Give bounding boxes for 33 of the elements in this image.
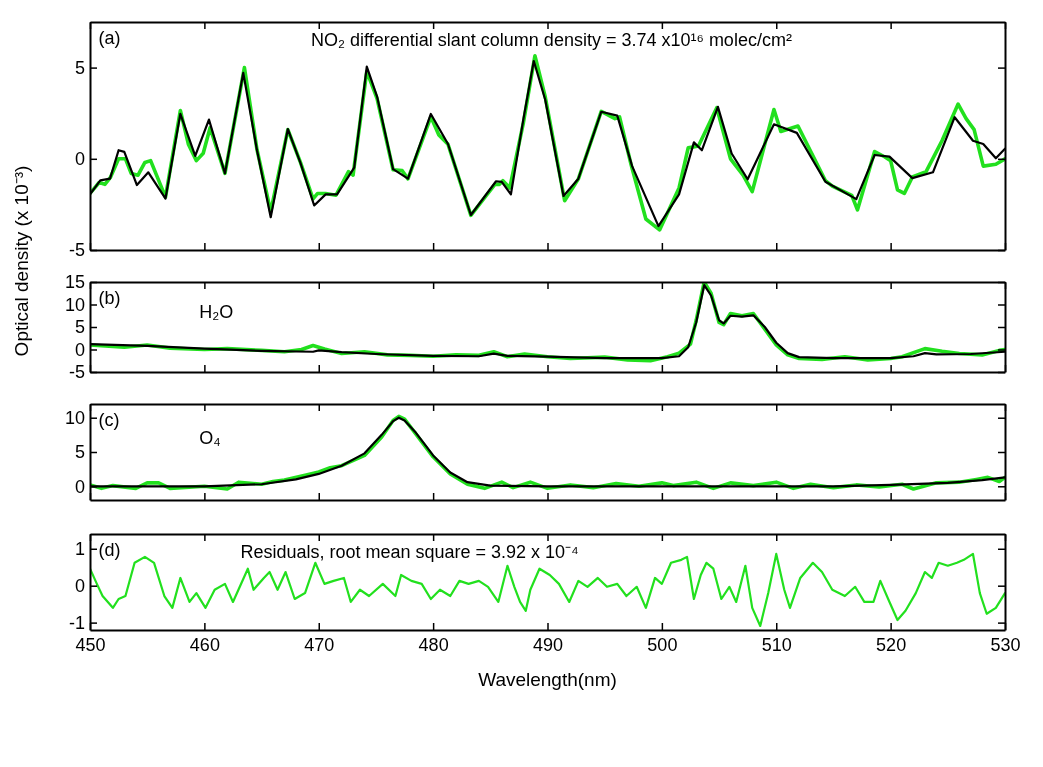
y-tick-label: 1 <box>74 539 85 560</box>
y-tick-label: -5 <box>68 240 85 261</box>
x-tick-label: 470 <box>304 634 335 655</box>
x-tick-label: 510 <box>761 634 792 655</box>
y-tick-label: -5 <box>68 362 85 383</box>
y-tick-label: 0 <box>74 575 85 596</box>
y-tick-label: 5 <box>74 442 85 463</box>
x-tick-label: 530 <box>990 634 1021 655</box>
x-tick-label: 520 <box>876 634 907 655</box>
annotation: (a) <box>98 28 121 48</box>
x-axis-title: Wavelength(nm) <box>478 669 617 690</box>
x-tick-label: 480 <box>418 634 449 655</box>
x-tick-label: 460 <box>189 634 220 655</box>
y-tick-label: 0 <box>74 149 85 170</box>
annotation: (c) <box>98 410 120 430</box>
y-tick-label: -1 <box>68 612 85 633</box>
y-tick-label: 0 <box>74 476 85 497</box>
x-tick-label: 490 <box>532 634 564 655</box>
annotation: (b) <box>98 288 121 308</box>
y-tick-label: 10 <box>64 294 85 315</box>
y-tick-label: 5 <box>74 317 85 338</box>
annotation: (d) <box>98 540 121 560</box>
x-tick-label: 500 <box>647 634 678 655</box>
y-tick-label: 10 <box>64 407 85 428</box>
y-tick-label: 5 <box>74 57 85 78</box>
annotation: O₄ <box>199 428 221 448</box>
y-tick-label: 15 <box>64 272 85 293</box>
x-tick-label: 450 <box>75 634 106 655</box>
annotation: Residuals, root mean square = 3.92 x 10⁻⁴ <box>240 542 579 562</box>
annotation: NO₂ differential slant column density = 3.74 x10¹⁶ molec/cm² <box>311 30 792 50</box>
annotation: H₂O <box>199 302 234 322</box>
y-tick-label: 0 <box>74 339 85 360</box>
y-axis-title: Optical density (x 10⁻³) <box>11 165 32 357</box>
